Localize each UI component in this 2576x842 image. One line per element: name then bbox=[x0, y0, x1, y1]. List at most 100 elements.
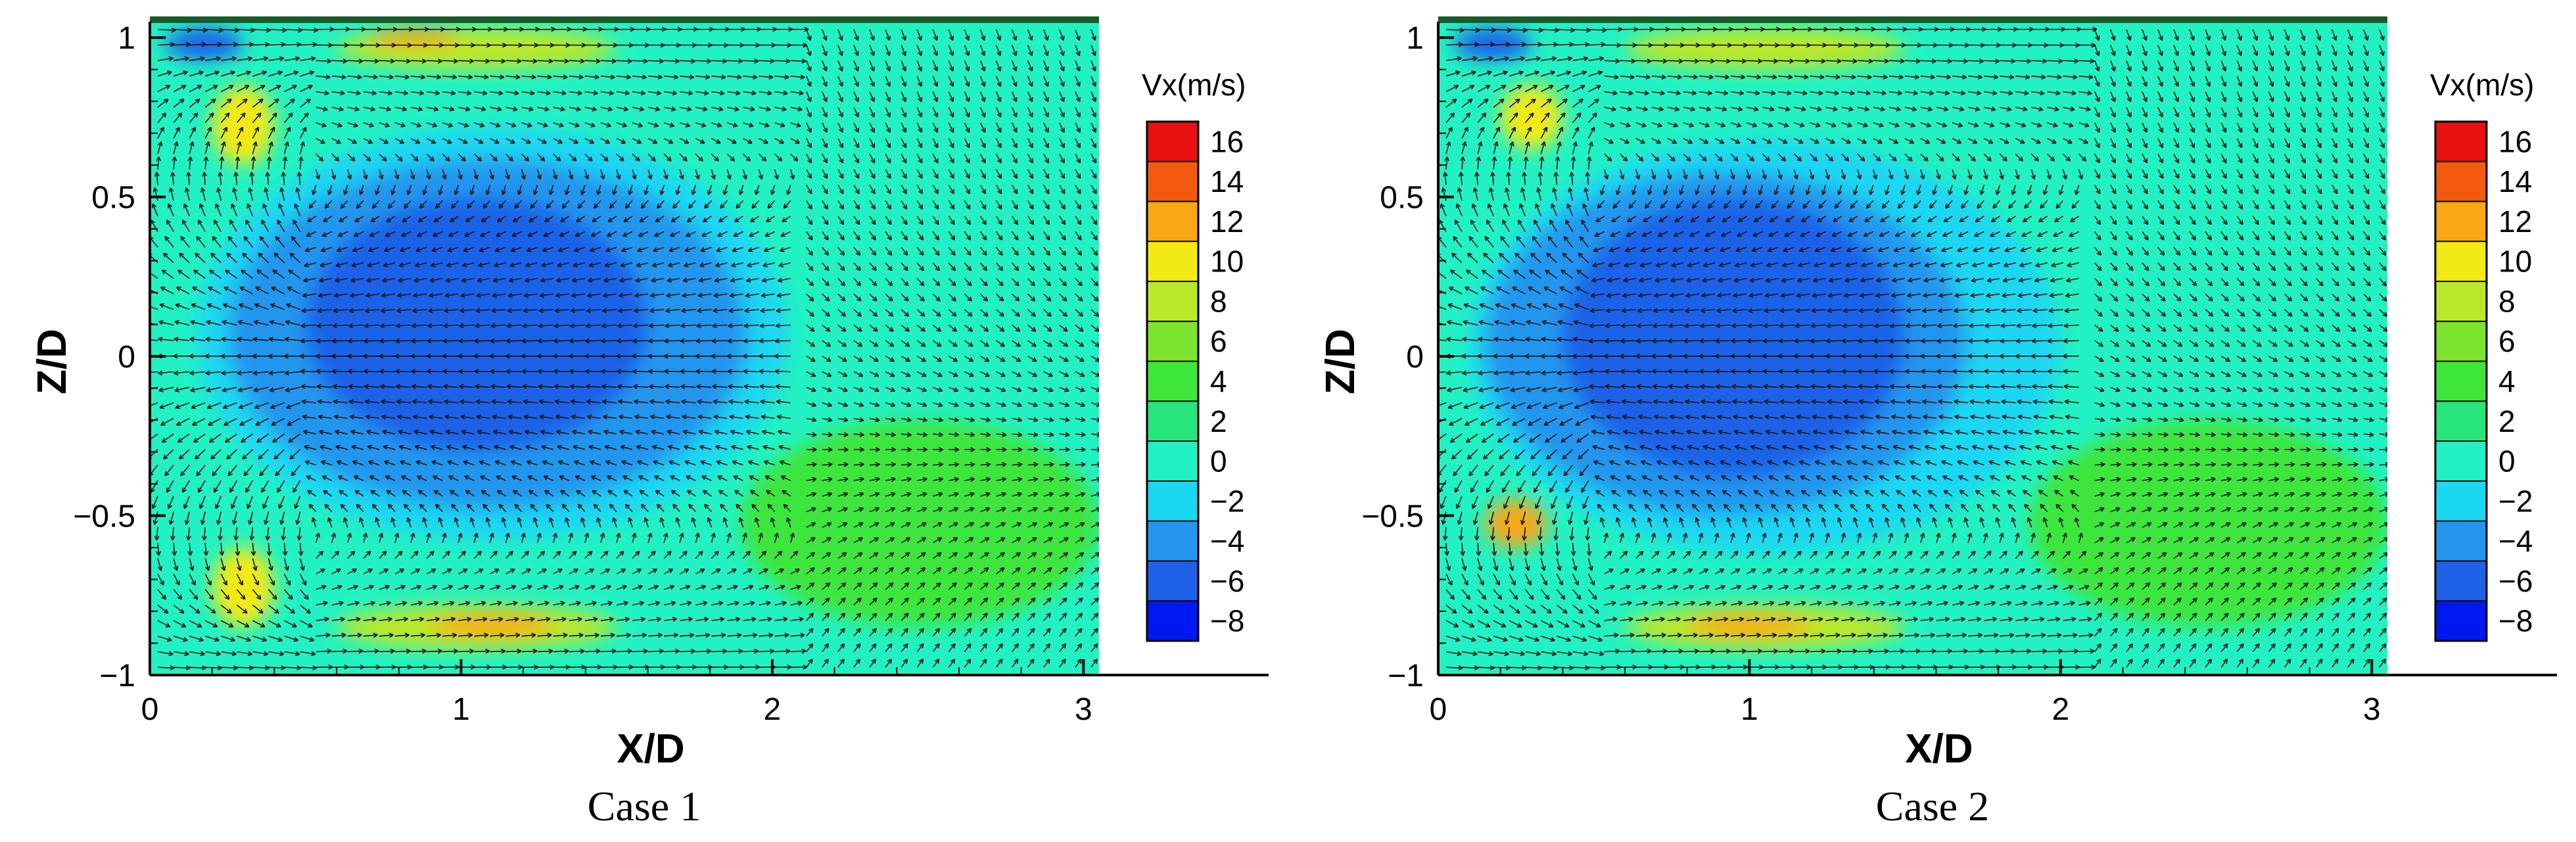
velocity-vector bbox=[1809, 532, 1814, 544]
velocity-vector bbox=[347, 90, 361, 96]
velocity-vector bbox=[2017, 414, 2032, 420]
velocity-vector bbox=[2094, 417, 2105, 423]
velocity-vector bbox=[995, 246, 1003, 256]
velocity-vector bbox=[901, 277, 909, 287]
velocity-vector bbox=[1987, 444, 2000, 450]
velocity-vector bbox=[394, 122, 406, 128]
velocity-vector bbox=[173, 99, 185, 108]
velocity-vector bbox=[1906, 399, 1921, 405]
velocity-vector bbox=[1655, 444, 1668, 450]
velocity-vector bbox=[1012, 447, 1023, 452]
velocity-vector bbox=[262, 203, 269, 217]
velocity-vector bbox=[2094, 522, 2105, 528]
velocity-vector bbox=[1651, 137, 1662, 144]
velocity-vector bbox=[1683, 122, 1695, 128]
velocity-vector bbox=[1971, 262, 1984, 268]
velocity-vector bbox=[284, 56, 300, 62]
velocity-vector bbox=[521, 550, 530, 559]
velocity-vector bbox=[362, 169, 368, 180]
velocity-vector bbox=[2142, 628, 2149, 637]
velocity-vector bbox=[1493, 126, 1500, 139]
velocity-vector bbox=[2018, 429, 2032, 435]
velocity-vector bbox=[885, 386, 896, 392]
velocity-vector bbox=[490, 648, 506, 654]
velocity-vector bbox=[1557, 620, 1570, 628]
velocity-vector bbox=[490, 90, 503, 96]
velocity-vector bbox=[347, 648, 363, 654]
velocity-vector bbox=[1011, 106, 1018, 118]
velocity-vector bbox=[333, 399, 348, 405]
velocity-vector bbox=[1892, 429, 1906, 435]
velocity-vector bbox=[1075, 231, 1082, 241]
velocity-vector bbox=[1012, 522, 1022, 528]
velocity-vector bbox=[1842, 308, 1858, 314]
velocity-vector bbox=[1524, 141, 1530, 154]
velocity-vector bbox=[1809, 353, 1826, 359]
velocity-vector bbox=[193, 433, 206, 443]
velocity-vector bbox=[1731, 106, 1743, 112]
velocity-vector bbox=[1075, 522, 1085, 528]
velocity-vector bbox=[521, 106, 534, 112]
velocity-vector bbox=[1470, 480, 1478, 493]
velocity-vector bbox=[266, 156, 272, 170]
velocity-vector bbox=[1779, 399, 1794, 405]
velocity-vector bbox=[1505, 511, 1510, 525]
velocity-vector bbox=[901, 567, 910, 574]
velocity-vector bbox=[1651, 550, 1660, 559]
velocity-vector bbox=[317, 414, 332, 420]
velocity-vector bbox=[1603, 169, 1609, 180]
velocity-vector bbox=[837, 138, 843, 149]
velocity-vector bbox=[1705, 231, 1716, 237]
velocity-vector bbox=[459, 308, 475, 314]
velocity-vector bbox=[1059, 106, 1065, 118]
velocity-vector bbox=[1605, 308, 1620, 314]
velocity-vector bbox=[964, 371, 974, 377]
velocity-vector bbox=[319, 262, 333, 268]
velocity-vector bbox=[1670, 277, 1684, 283]
velocity-vector bbox=[1464, 287, 1478, 294]
velocity-vector bbox=[684, 460, 696, 466]
velocity-vector bbox=[869, 76, 875, 87]
velocity-vector bbox=[1075, 537, 1085, 544]
velocity-vector bbox=[496, 231, 506, 237]
velocity-vector bbox=[657, 200, 665, 209]
velocity-vector bbox=[853, 262, 861, 271]
velocity-vector bbox=[243, 464, 254, 477]
velocity-vector bbox=[1604, 58, 1620, 64]
velocity-vector bbox=[1043, 597, 1052, 606]
velocity-vector bbox=[1857, 648, 1873, 654]
velocity-vector bbox=[2126, 216, 2133, 225]
y-tick-label: 1 bbox=[118, 21, 135, 56]
velocity-vector bbox=[553, 569, 563, 574]
velocity-vector bbox=[331, 601, 344, 606]
velocity-vector bbox=[620, 262, 633, 268]
velocity-vector bbox=[1043, 246, 1050, 256]
velocity-vector bbox=[1730, 353, 1747, 359]
velocity-vector bbox=[494, 262, 506, 268]
velocity-vector bbox=[561, 200, 570, 209]
velocity-vector bbox=[1920, 169, 1925, 180]
velocity-vector bbox=[664, 338, 680, 344]
velocity-vector bbox=[1683, 584, 1695, 590]
velocity-vector bbox=[505, 569, 515, 574]
velocity-vector bbox=[1952, 550, 1960, 559]
velocity-vector bbox=[379, 369, 396, 374]
velocity-vector bbox=[916, 582, 925, 590]
velocity-vector bbox=[1447, 402, 1463, 409]
velocity-vector bbox=[237, 85, 250, 93]
velocity-vector bbox=[901, 402, 912, 408]
velocity-vector bbox=[331, 106, 344, 112]
velocity-vector bbox=[301, 399, 316, 405]
velocity-vector bbox=[634, 308, 649, 314]
velocity-vector bbox=[1698, 601, 1712, 606]
velocity-vector bbox=[713, 414, 728, 420]
velocity-vector bbox=[2078, 569, 2088, 574]
velocity-vector bbox=[1523, 542, 1529, 556]
velocity-vector bbox=[1551, 203, 1558, 217]
velocity-vector bbox=[475, 323, 490, 329]
velocity-vector bbox=[1639, 262, 1652, 268]
velocity-vector bbox=[2063, 74, 2078, 80]
velocity-vector bbox=[576, 490, 586, 497]
velocity-vector bbox=[686, 475, 696, 481]
velocity-vector bbox=[790, 58, 807, 64]
